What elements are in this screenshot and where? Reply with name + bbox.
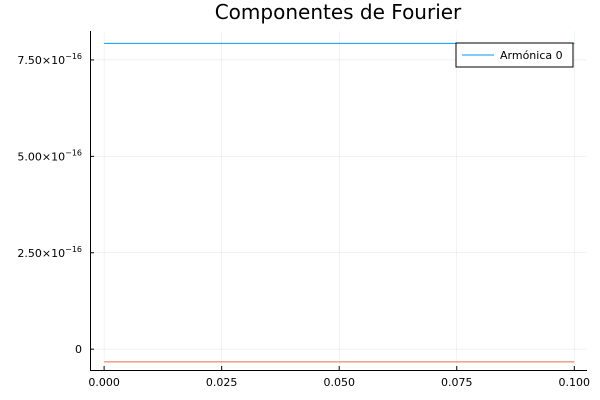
x-tick-label: 0.075 bbox=[441, 376, 473, 389]
x-tick-label: 0.025 bbox=[206, 376, 238, 389]
x-tick-label: 0.050 bbox=[323, 376, 355, 389]
x-ticks: 0.000 0.025 0.050 0.075 0.100 bbox=[88, 366, 590, 389]
y-tick-label: 0 bbox=[75, 343, 82, 356]
legend: Armónica 0 bbox=[455, 42, 574, 68]
y-ticks: 02.50×10−165.00×10−167.50×10−16 bbox=[17, 52, 94, 356]
chart-title: Componentes de Fourier bbox=[215, 0, 462, 24]
y-tick-exponent: −16 bbox=[65, 245, 82, 254]
y-tick-mantissa: 2.50×10 bbox=[17, 247, 65, 260]
y-tick-mantissa: 5.00×10 bbox=[17, 150, 65, 163]
y-tick-mantissa: 0 bbox=[75, 343, 82, 356]
y-tick-label: 7.50×10−16 bbox=[17, 52, 82, 67]
legend-label: Armónica 0 bbox=[500, 49, 563, 62]
axes bbox=[90, 31, 587, 371]
y-tick-label: 5.00×10−16 bbox=[17, 148, 82, 163]
y-tick-label: 2.50×10−16 bbox=[17, 245, 82, 260]
x-tick-label: 0.100 bbox=[559, 376, 591, 389]
y-tick-mantissa: 7.50×10 bbox=[17, 54, 65, 67]
grid bbox=[90, 31, 587, 370]
y-tick-exponent: −16 bbox=[65, 52, 82, 61]
x-tick-label: 0.000 bbox=[88, 376, 120, 389]
y-tick-exponent: −16 bbox=[65, 148, 82, 157]
